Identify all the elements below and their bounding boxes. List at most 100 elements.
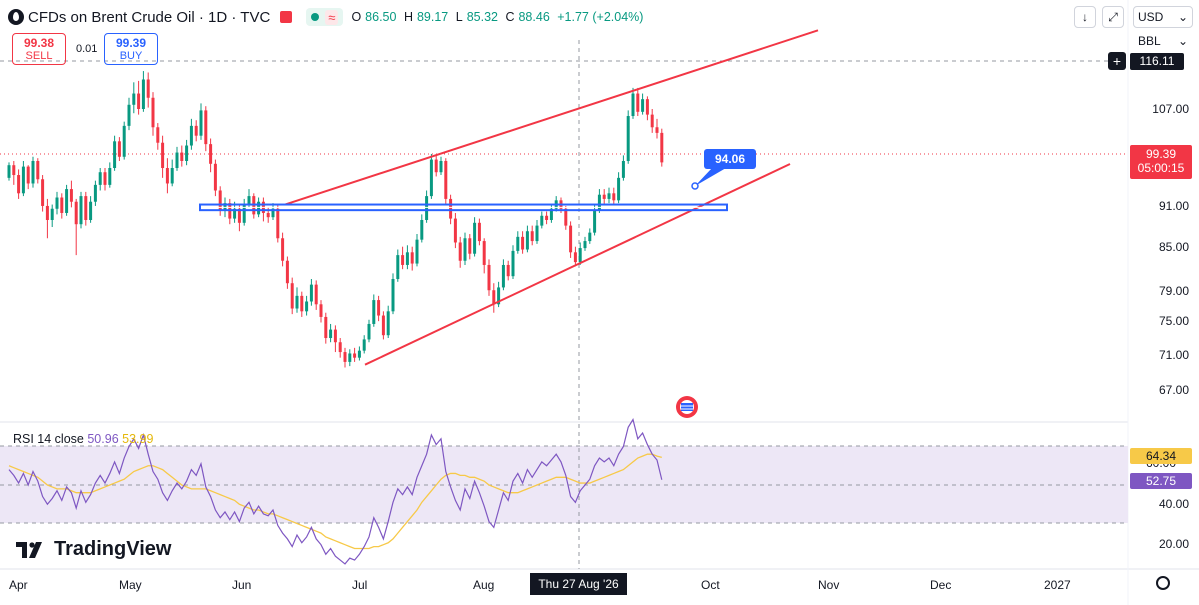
rsi-value: 50.96: [87, 432, 119, 446]
candle-body: [285, 260, 289, 284]
candle-body: [655, 127, 659, 133]
candle-body: [381, 315, 385, 336]
plus-button[interactable]: +: [1108, 52, 1126, 70]
currency-select[interactable]: USD ⌄: [1133, 6, 1193, 28]
time-label: Jun: [232, 578, 252, 592]
download-button[interactable]: ↓: [1074, 6, 1096, 28]
crosshair-date-label: Thu 27 Aug '26: [530, 573, 627, 595]
candle-body: [583, 241, 587, 249]
rsi-legend[interactable]: RSI 14 close 50.96 53.99: [13, 432, 153, 446]
candle-body: [453, 218, 457, 243]
candle-body: [473, 222, 477, 254]
candle-body: [31, 160, 35, 184]
settings-gear-icon[interactable]: [1156, 576, 1170, 590]
candle-body: [324, 316, 328, 339]
flag-icon[interactable]: [280, 11, 293, 23]
candle-body: [405, 252, 409, 265]
candle-body: [233, 208, 237, 219]
sell-button[interactable]: 99.38 SELL: [12, 33, 66, 65]
candle-body: [449, 198, 453, 219]
candle-body: [410, 252, 414, 264]
candle-body: [329, 329, 333, 339]
price-label: 71.00: [1158, 348, 1189, 362]
candle-body: [357, 350, 361, 358]
candle-body: [17, 175, 21, 194]
buy-price: 99.39: [115, 36, 147, 50]
change-value: +1.77 (+2.04%): [557, 10, 644, 24]
currency-value: USD: [1138, 10, 1164, 24]
rsi-layer: [8, 418, 663, 565]
candle-body: [7, 165, 11, 178]
candle-body: [530, 231, 534, 242]
candle-body: [242, 204, 246, 223]
candle-body: [84, 196, 88, 220]
symbol-title[interactable]: CFDs on Brent Crude Oil · 1D · TVC: [28, 8, 271, 26]
ohlc-values: O 86.50 H 89.17 L 85.32 C 88.46 +1.77 (+2.04…: [351, 10, 647, 24]
market-status[interactable]: ≈: [306, 8, 344, 26]
high-label: H: [403, 10, 413, 24]
candle-body: [93, 184, 97, 202]
time-label: Dec: [930, 578, 952, 592]
candle-body: [564, 208, 568, 226]
buy-button[interactable]: 99.39 BUY: [104, 33, 158, 65]
candle-body: [525, 231, 529, 250]
spread-value: 0.01: [76, 43, 98, 55]
candle-body: [511, 250, 515, 277]
chevron-down-icon: ⌄: [1177, 10, 1188, 24]
rsi-axis-label: 40.00: [1158, 497, 1189, 511]
candle-body: [372, 300, 376, 324]
candle-body: [79, 196, 83, 225]
time-label: Jul: [352, 578, 368, 592]
candle-body: [497, 287, 501, 305]
plus-icon: +: [1112, 53, 1122, 69]
fullscreen-icon: ⤢: [1108, 9, 1118, 24]
candle-body: [257, 201, 261, 215]
candle-body: [295, 295, 299, 309]
candle-body: [617, 177, 621, 201]
unit-select[interactable]: BBL ⌄: [1133, 30, 1193, 52]
candle-body: [348, 353, 352, 362]
candle-body: [463, 238, 467, 261]
sell-label: SELL: [25, 50, 53, 62]
time-label: Apr: [9, 578, 28, 592]
market-open-dot-icon: [311, 13, 320, 21]
rsi-label: RSI 14 close: [13, 432, 84, 446]
candle-body: [180, 152, 184, 161]
tradingview-logo[interactable]: TradingView: [16, 538, 171, 561]
candle-body: [377, 300, 381, 316]
events-icon[interactable]: [676, 396, 698, 418]
rsi-line: [8, 418, 663, 565]
high-value: 89.17: [416, 10, 449, 24]
candle-body: [660, 132, 664, 163]
candle-body: [98, 172, 102, 185]
candle-body: [213, 163, 217, 191]
price-label: 91.00: [1158, 199, 1189, 213]
candle-body: [314, 284, 318, 305]
brand-name: TradingView: [54, 538, 172, 560]
price-callout[interactable]: 94.06: [704, 149, 756, 169]
candle-body: [89, 201, 93, 220]
candle-body: [194, 125, 198, 136]
candle-body: [36, 160, 40, 180]
candle-body: [137, 93, 141, 109]
candle-body: [175, 152, 179, 169]
candle-body: [113, 141, 117, 169]
candle-body: [117, 141, 121, 157]
open-label: O: [351, 10, 362, 24]
candle-body: [271, 208, 275, 218]
candle-body: [132, 93, 136, 105]
candle-body: [458, 242, 462, 261]
candle-body: [338, 342, 342, 353]
candle-body: [501, 264, 505, 288]
oil-drop-icon: [8, 9, 24, 25]
candle-body: [645, 99, 649, 115]
candle-body: [588, 232, 592, 242]
last-price-value: 99.39: [1145, 147, 1177, 161]
candle-body: [521, 236, 525, 250]
candle-body: [650, 114, 654, 128]
rsi-ma-line: [8, 453, 662, 550]
fullscreen-button[interactable]: ⤢: [1102, 6, 1124, 28]
candle-body: [74, 201, 78, 225]
